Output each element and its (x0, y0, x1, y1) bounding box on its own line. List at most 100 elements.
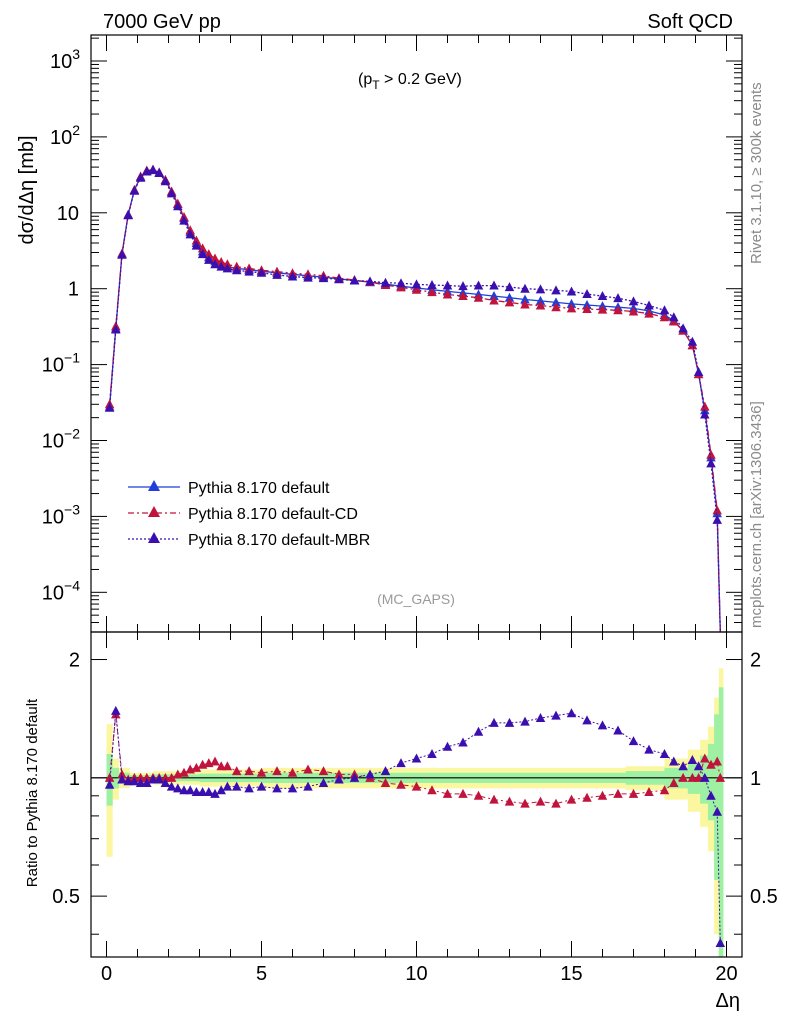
ratio-point-1-34 (442, 741, 453, 751)
ratio-point-1-36 (473, 726, 484, 736)
ratio-point-0-5 (135, 772, 146, 782)
ratio-series-0 (104, 709, 726, 808)
x-tick-label-2: 10 (405, 963, 427, 985)
ratio-point-1-13 (185, 785, 195, 795)
main-point-1-48 (659, 312, 670, 322)
ratio-point-1-2 (117, 774, 127, 784)
x-tick-label-3: 15 (560, 963, 582, 985)
ratio-point-1-22 (256, 781, 267, 791)
ratio-point-1-27 (334, 774, 344, 784)
main-point-2-39 (520, 283, 530, 293)
main-series-line-2 (108, 169, 721, 633)
main-point-2-51 (687, 336, 698, 346)
ratio-point-0-54 (706, 759, 716, 769)
main-point-2-29 (365, 276, 375, 286)
main-point-2-1 (111, 324, 121, 334)
ratio-point-1-54 (706, 790, 716, 800)
ratio-point-0-17 (210, 756, 220, 766)
main-point-2-50 (678, 323, 688, 333)
ratio-point-1-50 (678, 761, 688, 771)
main-point-2-45 (613, 293, 623, 303)
main-point-1-45 (613, 305, 623, 315)
main-point-2-41 (551, 285, 561, 295)
ratio-point-1-48 (659, 748, 670, 758)
main-point-2-52 (693, 366, 704, 376)
ratio-point-1-55 (712, 806, 722, 816)
ratio-point-0-38 (504, 796, 515, 806)
main-point-2-40 (535, 284, 546, 294)
main-ytick-label-3: 10−1 (42, 350, 80, 377)
ratio-point-1-23 (272, 783, 282, 793)
side-text-mcplots: mcplots.cern.ch [arXiv:1306.3436] (748, 401, 765, 628)
main-ytick-base-4: 1 (68, 279, 79, 301)
ratio-point-1-46 (628, 736, 639, 746)
ratio-point-1-26 (318, 778, 329, 788)
ratio-point-1-1 (111, 705, 121, 715)
ratio-point-1-20 (231, 781, 242, 791)
main-ytick-base-6: 10 (50, 127, 72, 149)
ratio-point-1-49 (669, 756, 679, 766)
ratio-point-0-19 (222, 761, 233, 771)
main-series-line-0 (108, 169, 721, 633)
main-point-2-3 (123, 210, 133, 220)
main-point-2-0 (104, 402, 115, 412)
main-point-0-40 (535, 295, 546, 305)
main-point-1-32 (411, 284, 422, 294)
ratio-point-0-14 (191, 762, 202, 772)
ratio-point-1-9 (160, 778, 171, 788)
main-point-2-26 (318, 273, 329, 283)
analysis-label: (MC_GAPS) (377, 591, 455, 607)
legend-label-default: Pythia 8.170 default (188, 480, 330, 497)
ratio-point-0-10 (166, 772, 177, 782)
main-ytick-base-3: 10 (42, 355, 64, 377)
x-tick-label-0: 0 (101, 963, 112, 985)
legend-marker-mbr (148, 532, 160, 543)
ratio-point-0-6 (142, 772, 152, 782)
ratio-point-0-9 (160, 772, 171, 782)
main-point-2-5 (135, 172, 146, 182)
header-left: 7000 GeV pp (103, 11, 221, 33)
main-ytick-base-1: 10 (42, 506, 64, 528)
ratio-ytick-label-left-0: 0.5 (52, 886, 80, 908)
header-right: Soft QCD (647, 11, 733, 33)
legend-marker-cd (148, 506, 160, 517)
ratio-point-0-32 (411, 781, 422, 791)
ratio-point-1-10 (166, 781, 177, 791)
ratio-point-0-24 (287, 767, 298, 777)
ratio-ticks: 0.5 0.5 1 1 2 2 (52, 632, 778, 957)
ratio-point-1-7 (148, 774, 158, 784)
ratio-point-0-46 (628, 788, 639, 798)
ratio-point-1-35 (458, 737, 468, 747)
ratio-point-1-18 (216, 785, 226, 795)
cut-sub: T (372, 78, 380, 92)
main-ytick-exp-0: −4 (64, 577, 80, 593)
legend-label-mbr: Pythia 8.170 default-MBR (188, 532, 370, 549)
main-ytick-exp-7: 3 (72, 46, 80, 62)
main-point-2-35 (458, 281, 468, 291)
main-point-2-36 (473, 280, 484, 290)
main-point-2-27 (334, 274, 344, 284)
ratio-ytick-label-left-1: 1 (69, 768, 80, 790)
main-point-2-18 (216, 261, 226, 271)
ratio-point-0-45 (613, 788, 623, 798)
x-tick-label-4: 20 (715, 963, 737, 985)
ratio-ytick-label-left-2: 2 (69, 650, 80, 672)
main-point-1-17 (210, 253, 220, 263)
ratio-marks (91, 705, 742, 947)
main-point-2-28 (349, 275, 360, 285)
ratio-point-0-56 (715, 772, 726, 782)
main-point-2-4 (129, 185, 140, 195)
ratio-point-1-11 (173, 783, 183, 793)
ratio-point-0-23 (272, 766, 282, 776)
legend-entry-cd: Pythia 8.170 default-CD (128, 506, 358, 523)
main-point-1-16 (204, 249, 214, 259)
main-point-2-22 (256, 267, 267, 277)
ratio-point-0-20 (231, 766, 242, 776)
ratio-point-1-14 (191, 787, 202, 797)
ratio-point-0-39 (520, 798, 530, 808)
x-axis-label: Δη (716, 990, 740, 1012)
ratio-point-0-25 (303, 764, 313, 774)
ratio-point-0-51 (687, 772, 698, 782)
